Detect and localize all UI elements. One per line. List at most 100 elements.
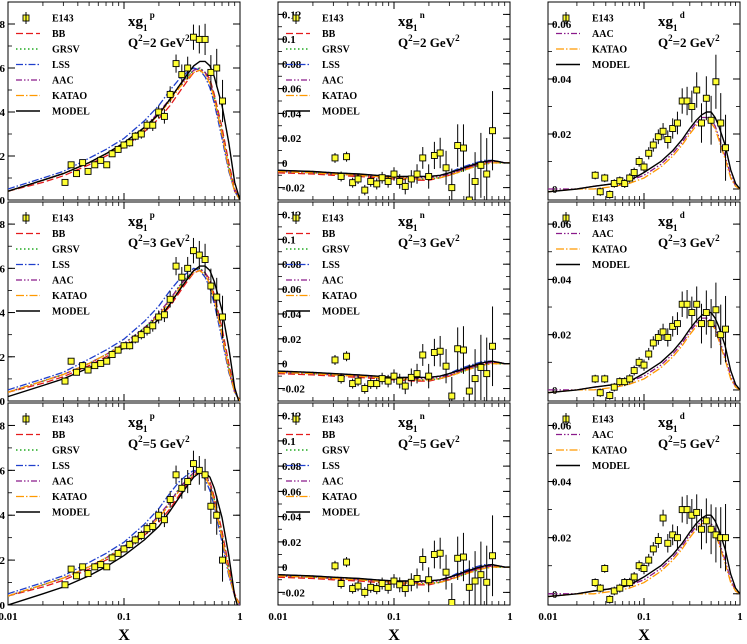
data-point <box>436 149 444 157</box>
data-point <box>693 86 701 94</box>
data-point <box>460 144 467 152</box>
data-point <box>378 375 386 383</box>
legend-label-bb: BB <box>52 29 66 40</box>
data-point <box>635 158 643 165</box>
panel-title: xg1 d <box>658 210 685 233</box>
data-point <box>698 119 705 127</box>
data-point <box>664 333 672 341</box>
data-point <box>396 581 404 589</box>
data-point <box>331 356 339 364</box>
data-point <box>707 116 715 124</box>
q2-label: Q2=3 GeV2 <box>658 233 720 250</box>
data-point <box>688 309 696 317</box>
data-point <box>606 191 614 198</box>
y-tick-label: 0.06 <box>0 263 6 275</box>
legend-label-lss: LSS <box>322 461 340 472</box>
data-point <box>103 161 111 169</box>
curve-katao <box>278 363 510 381</box>
data-point <box>465 196 473 200</box>
panel-p-1: 0 0.02 0.04 0.06 0.08 E143 BB GRSV LSS AAC KATAO MO… <box>0 1 241 207</box>
data-point <box>354 377 362 385</box>
data-point <box>114 145 122 153</box>
data-point <box>73 170 81 178</box>
data-point <box>108 150 116 158</box>
legend-label-katao: KATAO <box>592 45 627 56</box>
data-point <box>219 313 226 321</box>
legend-label-bb: BB <box>52 229 66 240</box>
data-point <box>630 169 638 176</box>
y-tick-label: 0 <box>0 195 6 207</box>
data-point <box>621 180 629 187</box>
data-point <box>702 517 710 525</box>
data-point <box>219 97 226 105</box>
data-point <box>384 177 392 185</box>
data-point <box>166 295 174 303</box>
curve-bb <box>278 565 510 586</box>
legend-label-grsv: GRSV <box>322 45 351 56</box>
y-tick-label: 0.02 <box>0 555 6 567</box>
data-point <box>477 571 485 579</box>
data-point <box>160 516 168 524</box>
data-point <box>137 531 145 539</box>
data-point <box>143 326 151 334</box>
legend-label-model: MODEL <box>322 307 360 318</box>
data-point <box>184 264 192 272</box>
data-point <box>483 370 491 378</box>
y-tick-label: 0.04 <box>0 510 6 522</box>
y-tick-label: 0.06 <box>282 284 302 296</box>
data-point <box>61 178 69 186</box>
data-point <box>97 359 105 367</box>
curve-aac <box>548 520 740 595</box>
data-point <box>131 536 139 544</box>
data-point <box>178 484 186 492</box>
y-tick-label: 0.1 <box>282 34 296 46</box>
data-point <box>178 71 186 79</box>
y-tick-label: 0.02 <box>282 334 302 346</box>
data-point <box>367 380 375 388</box>
data-point <box>166 496 174 503</box>
y-tick-label: 0 <box>282 359 288 371</box>
legend-label-e143: E143 <box>52 415 74 426</box>
legend-label-katao: KATAO <box>322 91 357 102</box>
data-point <box>425 173 433 180</box>
data-point <box>669 125 677 132</box>
data-point <box>172 262 180 270</box>
model-curves <box>278 563 510 586</box>
y-tick-label: 0.04 <box>0 107 6 119</box>
data-point <box>649 141 657 149</box>
curve-model <box>8 265 240 401</box>
data-point <box>645 350 653 358</box>
panel-title: xg1 d <box>658 10 685 33</box>
legend-label-e143: E143 <box>322 14 344 25</box>
data-point <box>354 175 362 183</box>
data-point <box>103 563 111 571</box>
y-tick-label: 0.06 <box>282 84 302 96</box>
model-curves <box>8 265 240 401</box>
q2-label: Q2=5 GeV2 <box>398 434 460 451</box>
data-point <box>361 588 369 596</box>
data-point <box>155 313 163 321</box>
data-point <box>707 320 715 328</box>
data-point <box>483 170 491 178</box>
panel-d-2: 0 0.02 0.04 0.06 E143 AAC KATAO MODEL xg1 dQ2=3 … <box>547 201 741 402</box>
data-point <box>67 161 75 169</box>
data-point <box>97 561 105 569</box>
panel-frame <box>7 402 241 606</box>
data-point <box>396 377 404 385</box>
model-curves <box>8 60 240 200</box>
data-point <box>626 579 634 587</box>
y-tick-label: 0.06 <box>0 63 6 75</box>
data-point <box>172 60 180 68</box>
data-point <box>606 392 614 399</box>
legend-label-bb: BB <box>52 430 66 441</box>
data-point <box>649 339 657 347</box>
legend: E143 BB GRSV LSS AAC KATAO MODEL <box>16 12 90 118</box>
data-point <box>425 576 433 584</box>
y-tick-label: 0.1 <box>282 436 296 448</box>
data-point <box>419 556 427 563</box>
data-point <box>649 545 657 553</box>
data-point <box>84 570 92 578</box>
